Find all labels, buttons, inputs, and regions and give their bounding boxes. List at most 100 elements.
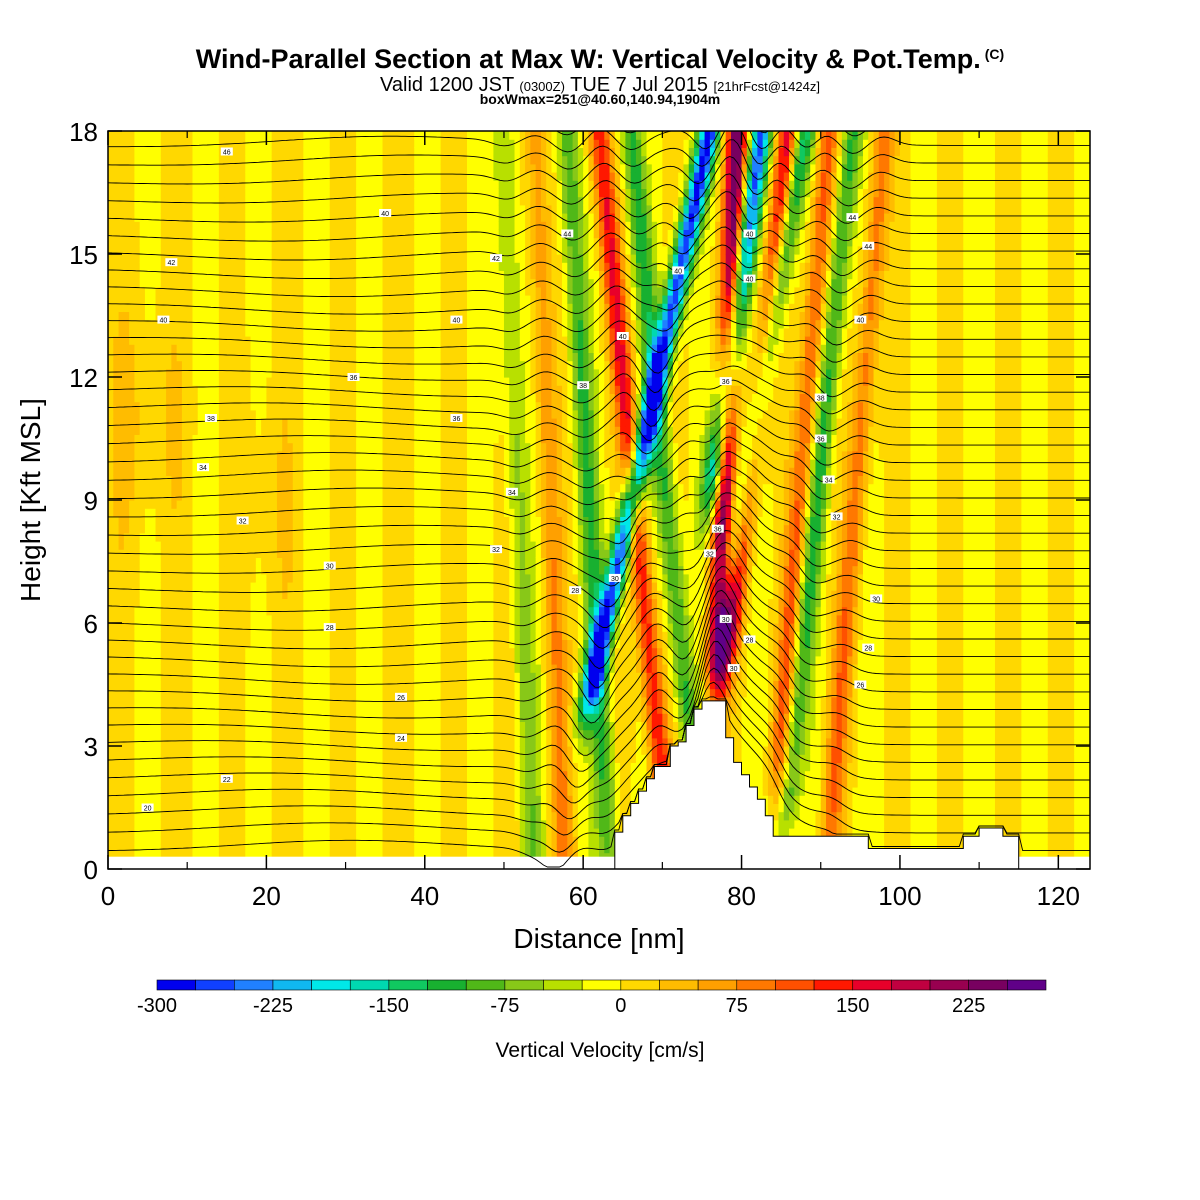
heat-cell [303, 418, 310, 427]
heat-cell [197, 295, 204, 304]
heat-cell [287, 508, 294, 517]
heat-cell [171, 295, 178, 304]
heat-cell [292, 336, 299, 345]
heat-cell [329, 245, 336, 255]
heat-cell [382, 721, 389, 731]
heat-cell [118, 754, 125, 763]
heat-cell [108, 483, 114, 493]
heat-cell [261, 787, 267, 796]
heat-cell [250, 352, 257, 362]
heat-cell [197, 819, 204, 829]
heat-cell [345, 811, 352, 821]
heat-cell [361, 590, 368, 599]
heat-cell [139, 623, 146, 632]
heat-cell [218, 139, 225, 148]
heat-cell [118, 721, 125, 731]
heat-cell [139, 163, 146, 173]
heat-cell [181, 647, 188, 657]
heat-cell [335, 549, 341, 558]
heat-cell [160, 393, 167, 403]
heat-cell [213, 196, 220, 206]
heat-cell [282, 418, 289, 427]
heat-cell [319, 163, 326, 173]
heat-cell [197, 655, 204, 665]
heat-cell [224, 336, 231, 345]
heat-cell [245, 557, 252, 567]
heat-cell [218, 327, 225, 337]
heat-cell [308, 721, 315, 731]
heat-cell [108, 705, 114, 714]
heat-cell [208, 664, 215, 673]
heat-cell [234, 180, 241, 189]
heat-cell [139, 237, 146, 247]
heat-cell [213, 475, 220, 485]
heat-cell [155, 787, 162, 796]
heat-cell [393, 500, 399, 509]
heat-cell [218, 418, 225, 427]
heat-cell [155, 598, 162, 608]
heat-cell [287, 286, 294, 296]
heat-cell [192, 245, 199, 255]
heat-cell [382, 344, 389, 353]
heat-cell [129, 163, 135, 173]
heat-cell [208, 459, 215, 468]
heat-cell [287, 729, 294, 739]
heat-cell [398, 828, 405, 837]
heat-cell [129, 532, 135, 542]
heat-cell [350, 672, 357, 681]
heat-cell [150, 418, 157, 427]
heat-cell [234, 368, 241, 378]
heat-cell [298, 664, 304, 673]
heat-cell [139, 500, 146, 509]
heat-cell [298, 573, 304, 583]
heat-cell [181, 221, 188, 230]
heat-cell [176, 360, 183, 370]
heat-cell [160, 442, 167, 452]
heat-cell [160, 582, 167, 591]
heat-cell [160, 664, 167, 673]
heat-cell [282, 623, 289, 632]
heat-cell [308, 229, 315, 239]
heat-cell [203, 196, 209, 206]
heat-cell [150, 819, 157, 829]
heat-cell [218, 754, 225, 763]
heat-cell [245, 672, 252, 681]
heat-cell [187, 647, 194, 657]
heat-cell [298, 491, 304, 501]
heat-cell [371, 213, 378, 222]
heat-cell [382, 844, 389, 854]
heat-cell [234, 319, 241, 329]
heat-cell [356, 155, 363, 165]
heat-cell [118, 828, 125, 837]
heat-cell [123, 393, 130, 403]
heat-cell [398, 746, 405, 755]
heat-cell [350, 778, 357, 788]
heat-cell [192, 606, 199, 616]
heat-cell [176, 639, 183, 649]
heat-cell [366, 516, 373, 526]
heat-cell [187, 459, 194, 468]
heat-cell [319, 696, 326, 706]
heat-cell [287, 401, 294, 411]
heat-cell [144, 237, 151, 247]
heat-cell [371, 582, 378, 591]
heat-cell [139, 598, 146, 608]
heat-cell [366, 131, 373, 140]
heat-cell [160, 778, 167, 788]
heat-cell [203, 795, 209, 804]
heat-cell [271, 483, 278, 493]
heat-cell [387, 254, 394, 263]
heat-cell [239, 524, 246, 534]
heat-cell [366, 418, 373, 427]
heat-cell [356, 713, 363, 722]
heat-cell [166, 737, 172, 747]
heat-cell [250, 311, 257, 321]
heat-cell [382, 778, 389, 788]
heat-cell [335, 360, 341, 370]
heat-cell [266, 639, 273, 649]
heat-cell [398, 811, 405, 821]
heat-cell [282, 655, 289, 665]
heat-cell [387, 270, 394, 280]
heat-cell [123, 590, 130, 599]
heat-cell [292, 483, 299, 493]
